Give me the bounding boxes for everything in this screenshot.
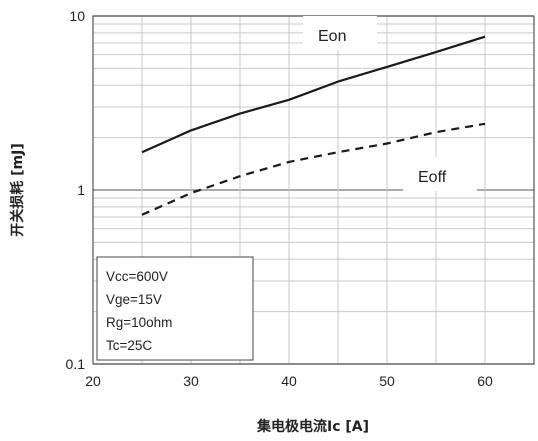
y-tick-label: 0.1 — [66, 356, 86, 372]
x-axis-label: 集电极电流Ic [A] — [256, 418, 369, 435]
x-tick-label: 50 — [379, 373, 395, 389]
eoff-label: Eoff — [418, 169, 447, 186]
y-tick-label: 1 — [77, 182, 85, 198]
eon-label: Eon — [318, 28, 346, 45]
conditions-box — [96, 256, 254, 361]
x-tick-label: 20 — [85, 373, 101, 389]
condition-vcc: Vcc=600V — [106, 269, 168, 284]
y-axis-label: 开关损耗 [mJ] — [9, 143, 26, 236]
condition-rg: Rg=10ohm — [106, 315, 172, 330]
x-tick-label: 40 — [281, 373, 297, 389]
series-line-eon — [141, 35, 486, 154]
eon-label-bg — [303, 16, 377, 50]
condition-vge: Vge=15V — [106, 292, 162, 307]
x-tick-labels: 20 30 40 50 60 — [85, 373, 493, 389]
condition-tc: Tc=25C — [106, 338, 152, 353]
series-line-eoff — [141, 122, 486, 216]
y-tick-labels: 10 1 0.1 — [66, 8, 86, 372]
eoff-label-bg — [403, 157, 477, 191]
x-tick-label: 60 — [477, 373, 493, 389]
x-tick-label: 30 — [183, 373, 199, 389]
series-group — [141, 35, 486, 216]
y-tick-label: 10 — [69, 8, 85, 24]
